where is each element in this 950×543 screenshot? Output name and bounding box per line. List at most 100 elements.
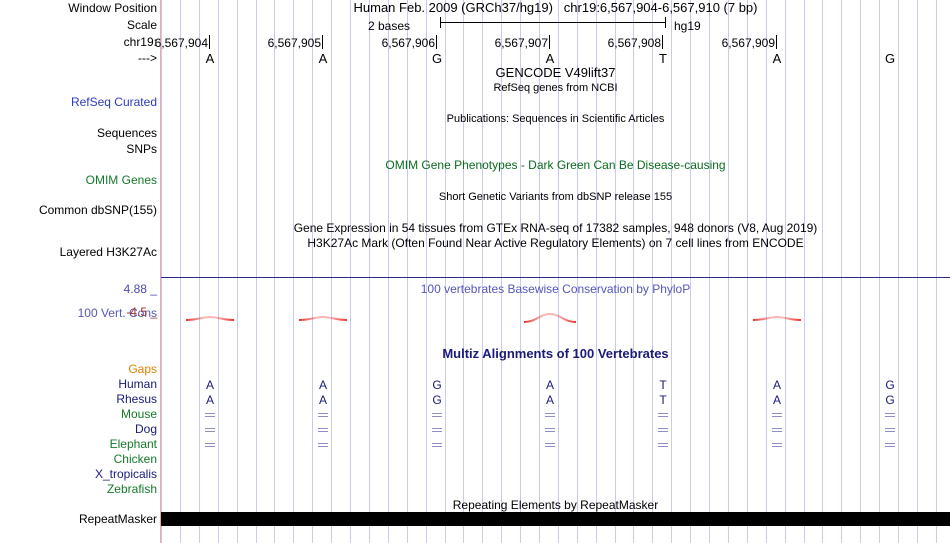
alignment-match-mark [772, 413, 782, 418]
label-repeatmasker[interactable]: RepeatMasker [78, 512, 157, 526]
label-strand-arrow: ---> [138, 51, 157, 65]
alignment-match-mark [545, 428, 555, 433]
track-title-phylop[interactable]: 100 vertebrates Basewise Conservation by… [420, 282, 691, 296]
track-title-omim[interactable]: OMIM Gene Phenotypes - Dark Green Can Be… [385, 158, 726, 172]
track-title-gtex[interactable]: Gene Expression in 54 tissues from GTEx … [293, 221, 818, 235]
track-title-refseq-ncbi[interactable]: RefSeq genes from NCBI [493, 82, 618, 94]
conservation-mark [862, 311, 918, 325]
alignment-match-mark [205, 428, 215, 433]
reference-base: G [884, 51, 896, 66]
alignment-base: A [318, 378, 327, 392]
assembly-db-label: hg19 [674, 19, 701, 33]
track-title-publications[interactable]: Publications: Sequences in Scientific Ar… [446, 113, 665, 125]
label-species-elephant[interactable]: Elephant [109, 437, 157, 451]
ruler-tick-mark [662, 35, 663, 49]
alignment-match-mark [658, 443, 668, 448]
ruler-tick-mark [209, 35, 210, 49]
ruler-tick-mark [322, 35, 323, 49]
ruler-tick-mark [436, 35, 437, 49]
ruler-tick-label: 6,567,907 [494, 36, 548, 50]
label-species-rhesus[interactable]: Rhesus [116, 392, 157, 406]
alignment-match-mark [318, 413, 328, 418]
label-window-position: Window Position [68, 1, 157, 15]
alignment-match-mark [432, 428, 442, 433]
reference-base: G [431, 51, 443, 66]
ruler-tick-label: 6,567,904 [154, 36, 208, 50]
conservation-mark [749, 311, 805, 325]
ruler-tick-mark [549, 35, 550, 49]
track-title-h3k27ac[interactable]: H3K27Ac Mark (Often Found Near Active Re… [307, 236, 804, 250]
reference-base: A [205, 51, 215, 66]
reference-base: T [659, 51, 667, 66]
repeatmasker-bar[interactable] [161, 512, 950, 526]
conservation-mark [295, 311, 351, 325]
label-species-x-tropicalis[interactable]: X_tropicalis [94, 467, 157, 481]
track-title-multiz[interactable]: Multiz Alignments of 100 Vertebrates [442, 346, 669, 361]
alignment-base: A [205, 393, 214, 407]
label-cons-max: 4.88 _ [123, 282, 157, 296]
alignment-base: G [432, 378, 442, 392]
label-layered-h3k27ac[interactable]: Layered H3K27Ac [59, 245, 157, 259]
alignment-match-mark [885, 413, 895, 418]
alignment-match-mark [205, 413, 215, 418]
label-common-dbsnp[interactable]: Common dbSNP(155) [38, 203, 157, 217]
scale-bar [440, 17, 666, 28]
alignment-match-mark [658, 428, 668, 433]
conservation-mark [182, 311, 238, 325]
alignment-match-mark [885, 443, 895, 448]
alignment-match-mark [545, 413, 555, 418]
alignment-match-mark [885, 428, 895, 433]
alignment-match-mark [318, 443, 328, 448]
label-chromosome: chr19: [123, 35, 157, 49]
conservation-baseline [161, 277, 950, 278]
alignment-base: A [205, 378, 214, 392]
alignment-base: G [885, 393, 895, 407]
alignment-match-mark [658, 413, 668, 418]
alignment-match-mark [772, 443, 782, 448]
label-track-separator [160, 0, 161, 543]
reference-base: A [545, 51, 555, 66]
label-species-zebrafish[interactable]: Zebrafish [106, 482, 157, 496]
label-cons-min: -4.5 _ [126, 305, 157, 319]
ruler-tick-label: 6,567,909 [721, 36, 775, 50]
alignment-base: A [772, 378, 781, 392]
reference-base: A [318, 51, 328, 66]
label-refseq-curated[interactable]: RefSeq Curated [70, 95, 157, 109]
alignment-base: A [545, 393, 554, 407]
assembly-position-title: Human Feb. 2009 (GRCh37/hg19) chr19:6,56… [161, 1, 950, 14]
alignment-base: T [659, 378, 667, 392]
label-species-human[interactable]: Human [118, 377, 157, 391]
label-snps[interactable]: SNPs [126, 142, 157, 156]
alignment-base: G [432, 393, 442, 407]
label-scale: Scale [126, 18, 157, 32]
ruler-tick-mark [776, 35, 777, 49]
ruler-tick-label: 6,567,905 [267, 36, 321, 50]
track-label-column: Window Position Scale chr19: ---> RefSeq… [0, 0, 160, 543]
ruler-tick-label: 6,567,906 [381, 36, 435, 50]
alignment-match-mark [432, 413, 442, 418]
alignment-match-mark [205, 443, 215, 448]
alignment-match-mark [432, 443, 442, 448]
track-title-dbsnp[interactable]: Short Genetic Variants from dbSNP releas… [438, 191, 673, 203]
track-title-gencode[interactable]: GENCODE V49lift37 [495, 65, 616, 80]
label-omim-genes[interactable]: OMIM Genes [85, 173, 157, 187]
scale-bar-label: 2 bases [368, 19, 411, 33]
alignment-base: T [659, 393, 667, 407]
label-species-mouse[interactable]: Mouse [120, 407, 157, 421]
alignment-match-mark [318, 428, 328, 433]
label-species-dog[interactable]: Dog [134, 422, 157, 436]
conservation-mark [522, 311, 578, 325]
label-100-vert-cons[interactable]: 100 Vert. Cons [77, 306, 157, 320]
label-gaps: Gaps [128, 362, 157, 376]
conservation-mark [635, 311, 691, 325]
alignment-base: A [545, 378, 554, 392]
label-species-chicken[interactable]: Chicken [113, 452, 157, 466]
ruler-tick-label: 6,567,908 [607, 36, 661, 50]
alignment-base: A [772, 393, 781, 407]
reference-base: A [772, 51, 782, 66]
assembly-title: Human Feb. 2009 (GRCh37/hg19) [353, 0, 553, 15]
conservation-mark [409, 311, 465, 325]
track-title-repeatmasker[interactable]: Repeating Elements by RepeatMasker [452, 498, 659, 512]
label-sequences[interactable]: Sequences [96, 126, 157, 140]
